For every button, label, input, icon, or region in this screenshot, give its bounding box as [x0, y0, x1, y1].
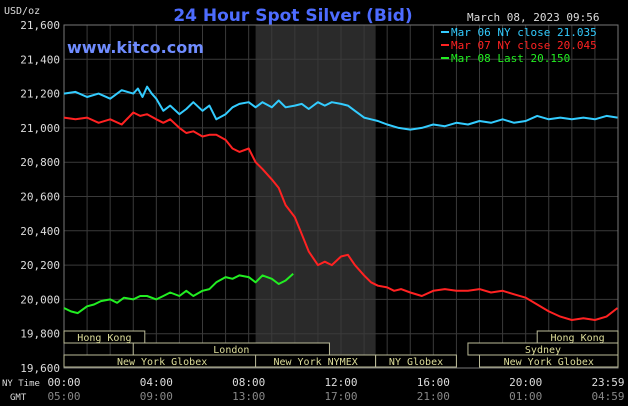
y-tick-label: 19,800 — [20, 328, 60, 341]
gmt-tick-label: 09:00 — [140, 390, 173, 403]
gmt-tick-label: 04:59 — [591, 390, 624, 403]
source-label: www.kitco.com — [67, 38, 204, 57]
session-label: NY Globex — [389, 357, 443, 368]
session-label: New York Globex — [117, 357, 207, 368]
x-tick-label: 23:59 — [591, 376, 624, 389]
y-axis-ticks: 21,600 21,400 21,200 21,000 20,800 20,600 20,4… — [20, 19, 60, 375]
y-tick-label: 21,200 — [20, 88, 60, 101]
session-box — [375, 354, 457, 368]
x-row-label-ny: NY Time — [2, 379, 40, 389]
series-lines — [63, 85, 619, 321]
timestamp: March 08, 2023 09:56 — [467, 11, 599, 24]
gmt-tick-label: 17:00 — [324, 390, 357, 403]
series-line-2 — [63, 111, 619, 321]
y-tick-label: 20,600 — [20, 191, 60, 204]
series-line-1 — [63, 85, 618, 131]
session-label: New York Globex — [504, 357, 594, 368]
legend-label-series-1: Mar 06 NY close 21.035 — [451, 26, 597, 39]
y-tick-label: 21,600 — [20, 19, 60, 32]
gmt-tick-label: 01:00 — [509, 390, 542, 403]
legend: Mar 06 NY close 21.035 Mar 07 NY close 2… — [441, 26, 597, 65]
chart-title: 24 Hour Spot Silver (Bid) — [173, 6, 412, 26]
session-label: Hong Kong — [77, 333, 131, 344]
plot-border — [63, 24, 619, 369]
y-tick-label: 19,600 — [20, 362, 60, 375]
x-row-label-gmt: GMT — [10, 393, 27, 403]
y-tick-label: 20,200 — [20, 259, 60, 272]
session-box — [63, 330, 146, 344]
series-line-3 — [63, 272, 294, 315]
x-tick-label: 16:00 — [417, 376, 450, 389]
x-tick-label: 04:00 — [140, 376, 173, 389]
session-label: Hong Kong — [551, 333, 605, 344]
session-label: Sydney — [525, 345, 561, 356]
gmt-tick-label: 21:00 — [417, 390, 450, 403]
y-tick-label: 20,400 — [20, 225, 60, 238]
gmt-tick-label: 13:00 — [232, 390, 265, 403]
x-tick-label: 08:00 — [232, 376, 265, 389]
x-tick-label: 00:00 — [47, 376, 80, 389]
x-tick-label: 12:00 — [324, 376, 357, 389]
y-tick-label: 20,000 — [20, 293, 60, 306]
legend-label-series-3: Mar 08 Last 20.150 — [451, 52, 570, 65]
session-label: New York NYMEX — [273, 357, 357, 368]
session-label: London — [213, 345, 249, 356]
y-tick-label: 20,800 — [20, 156, 60, 169]
y-tick-label: 21,000 — [20, 122, 60, 135]
y-tick-label: 21,400 — [20, 53, 60, 66]
gmt-tick-label: 05:00 — [47, 390, 80, 403]
session-box — [479, 354, 619, 368]
y-axis-label: USD/oz — [4, 6, 40, 17]
legend-label-series-2: Mar 07 NY close 20.045 — [451, 39, 597, 52]
x-axis-ticks: 00:00 04:00 08:00 12:00 16:00 20:00 23:59 05:00… — [47, 376, 624, 403]
x-tick-label: 20:00 — [509, 376, 542, 389]
